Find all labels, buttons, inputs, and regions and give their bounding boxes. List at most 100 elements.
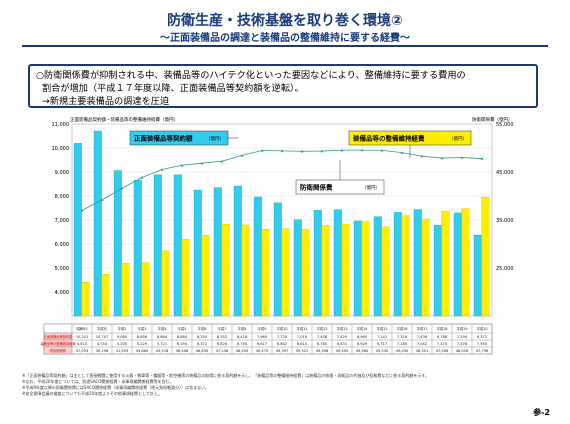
table-value: 7,950 [477,342,488,346]
table-value: 7,373 [437,342,447,346]
bar-maintenance [141,262,150,317]
bar-frontal [453,212,462,317]
defense-point [200,161,204,165]
defense-point [480,157,484,160]
left-tick-label: 10,000 [52,146,70,152]
defense-point [220,159,224,163]
table-year-label: 平成6 [198,326,207,331]
bar-maintenance [301,229,310,317]
defense-point [140,176,144,179]
table-value: 8,884 [157,335,168,339]
table-value: 6,642 [277,342,287,346]
bar-frontal [333,209,342,317]
defense-point [100,198,104,202]
table-value: 49,475 [256,349,269,353]
table-value: 49,560 [356,349,369,353]
bar-frontal [253,196,262,317]
footnote-4: ※安全保障会議の検査についても平成20年度よりその他事項経費として計上。 [22,391,162,396]
table-year-label: 昭和63 [76,326,87,331]
table-value: 6,826 [217,342,228,346]
table-year-label: 平成3 [138,326,147,331]
bar-frontal [193,189,202,317]
table-year-label: 平成17 [416,326,427,331]
table-value: 7,294 [457,335,468,339]
table-value: 48,301 [416,349,429,353]
table-year-label: 平成7 [218,326,227,331]
table-year-label: 平成5 [178,326,187,331]
footnote-2: ※なお、平成20年度については、別途SACO関係経費・米軍再編関係経費等を含む。 [22,379,174,384]
maintenance-legend-label: 装備品等の整備維持経費 [352,134,425,143]
left-tick-label: 4,000 [55,290,69,296]
table-year-label: 平成14 [356,326,367,331]
bar-frontal [473,234,482,317]
bar-maintenance [81,282,90,317]
table-value: 6,788 [437,335,448,339]
table-value: 49,530 [376,349,389,353]
bar-maintenance [361,221,370,317]
bar-frontal [133,180,142,317]
table-value: 49,322 [296,349,309,353]
bar-frontal [153,174,162,317]
table-year-label: 平成元 [97,326,108,331]
bar-frontal [73,143,82,317]
table-year-label: 平成15 [376,326,387,331]
table-value: 7,408 [317,335,328,339]
defense-point [420,154,424,158]
summary-line-1: ○防衛関係費が抑制される中、装備品等のハイテク化といった要因などにより、整備維持… [36,70,466,81]
defense-point [260,149,264,152]
defense-point [380,148,384,152]
bar-maintenance [341,223,350,317]
table-value: 6,929 [357,342,368,346]
table-value: 43,860 [136,349,149,353]
left-tick-label: 9,000 [55,170,69,176]
table-value: 6,617 [257,342,267,346]
table-value: 8,884 [177,335,188,339]
bar-maintenance [201,234,210,317]
bar-frontal [413,209,422,317]
bar-frontal [273,202,282,317]
bar-maintenance [321,225,330,317]
table-value: 46,835 [196,349,209,353]
table-value: 48,016 [456,349,469,353]
table-value: 49,030 [396,349,409,353]
footnotes: ※「正面装備品等契約額」は主として直接戦闘に使用する火器・戦車等・艦艇等・航空機… [22,373,542,397]
bar-maintenance [281,228,290,317]
table-value: 47,796 [476,349,489,353]
bar-maintenance [461,208,470,317]
table-value: 8,352 [217,335,227,339]
frontal-legend-unit: （億円） [206,135,224,142]
table-year-label: 平成19 [456,326,467,331]
defense-point [120,186,124,190]
table-row-label: 装備品等の整備維持経費 [40,341,75,346]
table-value: 7,185 [397,342,407,346]
frontal-legend-label: 正面装備品等契約額 [134,134,193,143]
table-year-label: 平成12 [316,326,327,331]
table-value: 6,194 [177,342,188,346]
defense-point [340,148,344,152]
footnote-1: ※「正面装備品等契約額」は主として直接戦闘に使用する火器・戦車等・艦艇等・航空機… [22,373,429,378]
bar-maintenance [381,226,390,317]
left-tick-label: 11,000 [52,122,70,128]
table-value: 8,656 [137,335,148,339]
table-value: 6,610 [297,342,308,346]
table-value: 7,960 [257,335,268,339]
right-tick-label: 25,000 [496,266,514,272]
table-year-label: 平成10 [276,326,287,331]
bar-frontal [353,220,362,317]
right-axis-title: 防衛関係費（億円） [472,116,513,123]
table-year-label: 平成16 [396,326,407,331]
table-value: 8,250 [197,335,208,339]
defense-point [300,149,304,153]
table-value: 10,201 [76,335,89,339]
bar-maintenance [261,229,270,317]
table-value: 45,518 [156,349,169,353]
table-row-label: 防衛関係費 [50,348,66,353]
table-value: 46,406 [176,349,189,353]
table-value: 37,003 [76,349,89,353]
table-value: 5,229 [137,342,148,346]
table-value: 41,593 [116,349,129,353]
table-value: 4,410 [77,342,88,346]
table-value: 7,720 [277,335,288,339]
bar-frontal [433,224,442,317]
bar-maintenance [241,224,250,317]
